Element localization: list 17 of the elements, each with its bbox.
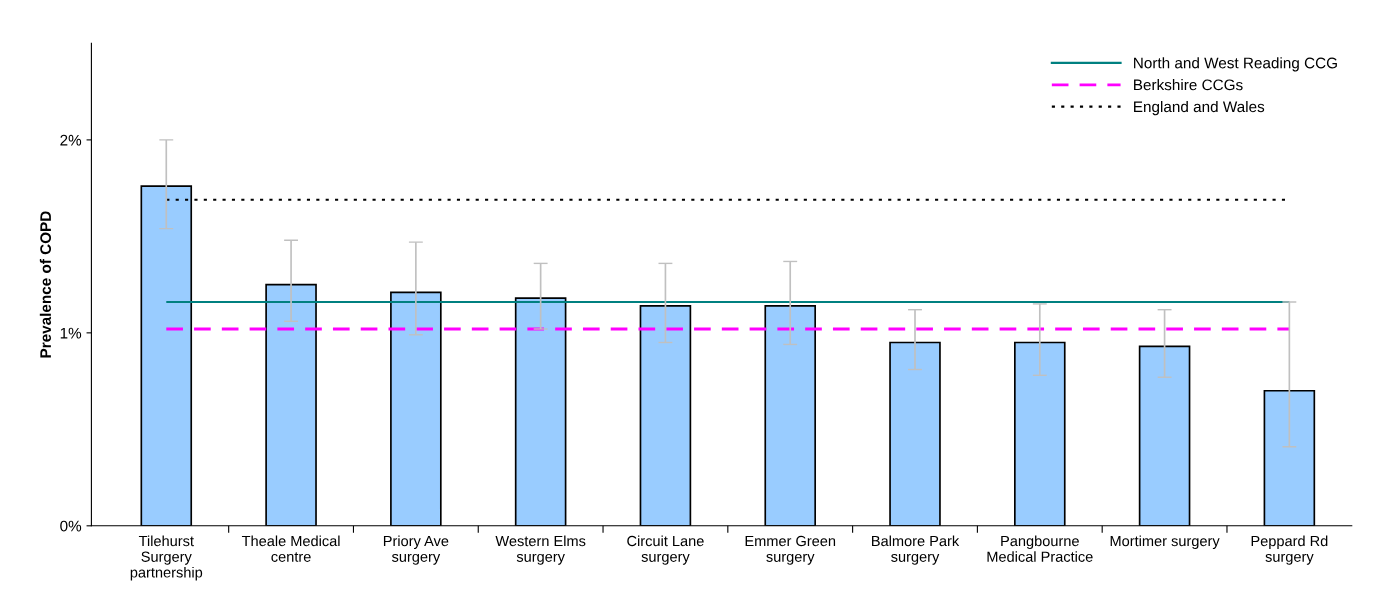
x-tick-label: Mortimer surgery [1110, 535, 1220, 550]
legend-label: North and West Reading CCG [1134, 57, 1337, 72]
y-axis-title: Prevalence of COPD [39, 211, 52, 358]
x-tick-label: Emmer Green surgery [745, 535, 836, 565]
x-tick-label: Priory Ave surgery [383, 535, 449, 565]
x-tick-label: Pangbourne Medical Practice [987, 535, 1093, 562]
x-tick-label: Peppard Rd surgery [1251, 535, 1328, 565]
y-tick-label: 0% [60, 520, 82, 532]
x-tick-label: Western Elms surgery [495, 535, 586, 565]
legend-label: Berkshire CCGs [1134, 79, 1243, 91]
legend-label: England and Wales [1134, 100, 1265, 116]
x-tick-label: Tilehurst Surgery partnership [130, 535, 203, 581]
y-tick-label: 2% [60, 134, 82, 146]
x-tick-label: Circuit Lane surgery [627, 535, 704, 565]
y-tick-label: 1% [60, 327, 82, 339]
x-tick-label: Theale Medical centre [241, 535, 340, 562]
x-tick-label: Balmore Park surgery [872, 535, 960, 565]
